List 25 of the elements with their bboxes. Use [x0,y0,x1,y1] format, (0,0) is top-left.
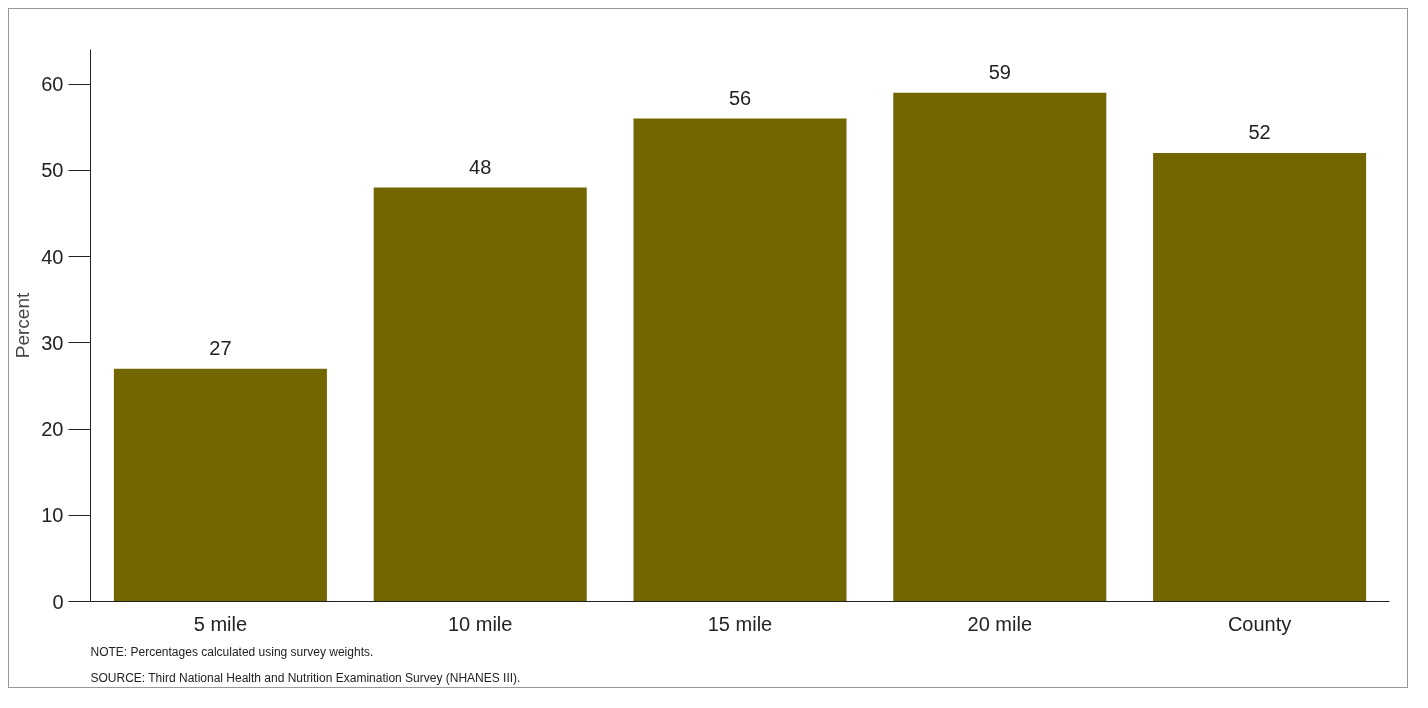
bar [373,187,587,602]
data-label: 27 [209,336,232,359]
source-note: SOURCE: Third National Health and Nutrition Examination Survey (NHANES III). [90,670,521,685]
x-tick-label: County [1227,612,1292,635]
x-tick-label: 15 mile [707,612,773,635]
data-label: 48 [469,155,492,178]
text: NOTE: Percentages calculated using survey weights. [90,644,374,659]
y-tick-label: 60 [41,73,64,95]
y-tick-label: 40 [41,245,64,268]
y-axis-title: Percent [12,292,34,359]
data-label: 59 [988,60,1011,83]
x-tick-label: 10 mile [447,612,513,635]
bar [113,368,327,602]
data-label: 56 [728,86,752,109]
y-tick-label: 20 [41,418,64,440]
y-tick-label: 30 [41,331,64,354]
x-tick-label: 5 mile [193,612,248,635]
y-tick-label: 10 [41,504,64,527]
y-tick-label: 50 [41,159,64,182]
x-tick-label: 20 mile [967,612,1033,635]
bar [1153,153,1367,602]
data-label: 52 [1248,121,1271,143]
y-tick-label: 0 [52,590,64,613]
bar [633,118,847,602]
bar [893,92,1107,602]
